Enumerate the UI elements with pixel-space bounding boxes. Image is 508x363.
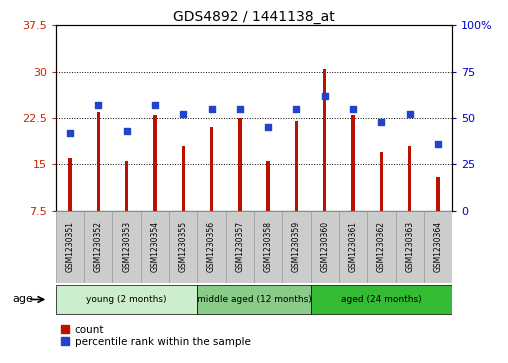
Bar: [436, 177, 439, 211]
FancyBboxPatch shape: [367, 211, 396, 283]
FancyBboxPatch shape: [310, 285, 452, 314]
Bar: [379, 152, 383, 211]
Point: [66, 130, 74, 136]
Point: [293, 106, 301, 112]
Bar: [323, 69, 327, 211]
Bar: [69, 158, 72, 211]
Text: GSM1230353: GSM1230353: [122, 221, 131, 272]
Text: GSM1230352: GSM1230352: [94, 221, 103, 272]
FancyBboxPatch shape: [141, 211, 169, 283]
Text: aged (24 months): aged (24 months): [341, 295, 422, 304]
Text: GSM1230363: GSM1230363: [405, 221, 414, 272]
FancyBboxPatch shape: [254, 211, 282, 283]
FancyBboxPatch shape: [56, 285, 198, 314]
Text: GSM1230355: GSM1230355: [179, 221, 188, 272]
Bar: [97, 112, 100, 211]
Text: GSM1230358: GSM1230358: [264, 221, 273, 272]
FancyBboxPatch shape: [424, 211, 452, 283]
Bar: [181, 146, 185, 211]
Text: GSM1230362: GSM1230362: [377, 221, 386, 272]
Point: [207, 106, 215, 112]
Text: GSM1230356: GSM1230356: [207, 221, 216, 272]
FancyBboxPatch shape: [339, 211, 367, 283]
Point: [264, 124, 272, 130]
Bar: [295, 121, 298, 211]
Text: GSM1230364: GSM1230364: [433, 221, 442, 272]
Bar: [408, 146, 411, 211]
Point: [377, 119, 386, 125]
FancyBboxPatch shape: [56, 211, 84, 283]
Point: [122, 128, 131, 134]
Legend: count, percentile rank within the sample: count, percentile rank within the sample: [61, 325, 250, 347]
Point: [434, 141, 442, 147]
Point: [151, 102, 159, 108]
Bar: [238, 118, 241, 211]
Point: [179, 111, 187, 117]
FancyBboxPatch shape: [84, 211, 112, 283]
FancyBboxPatch shape: [226, 211, 254, 283]
Text: GSM1230361: GSM1230361: [348, 221, 358, 272]
Point: [321, 93, 329, 99]
Bar: [267, 161, 270, 211]
Title: GDS4892 / 1441138_at: GDS4892 / 1441138_at: [173, 11, 335, 24]
Bar: [125, 161, 129, 211]
FancyBboxPatch shape: [198, 211, 226, 283]
Text: young (2 months): young (2 months): [86, 295, 167, 304]
Point: [236, 106, 244, 112]
Text: GSM1230354: GSM1230354: [150, 221, 160, 272]
Text: GSM1230360: GSM1230360: [320, 221, 329, 272]
FancyBboxPatch shape: [198, 285, 310, 314]
Bar: [210, 127, 213, 211]
FancyBboxPatch shape: [169, 211, 198, 283]
Text: GSM1230357: GSM1230357: [235, 221, 244, 272]
Text: age: age: [13, 294, 34, 305]
Bar: [352, 115, 355, 211]
Text: GSM1230359: GSM1230359: [292, 221, 301, 272]
Bar: [153, 115, 156, 211]
Point: [405, 111, 414, 117]
FancyBboxPatch shape: [310, 211, 339, 283]
FancyBboxPatch shape: [282, 211, 310, 283]
Point: [349, 106, 357, 112]
Text: middle aged (12 months): middle aged (12 months): [197, 295, 311, 304]
Text: GSM1230351: GSM1230351: [66, 221, 75, 272]
FancyBboxPatch shape: [112, 211, 141, 283]
FancyBboxPatch shape: [396, 211, 424, 283]
Point: [94, 102, 103, 108]
